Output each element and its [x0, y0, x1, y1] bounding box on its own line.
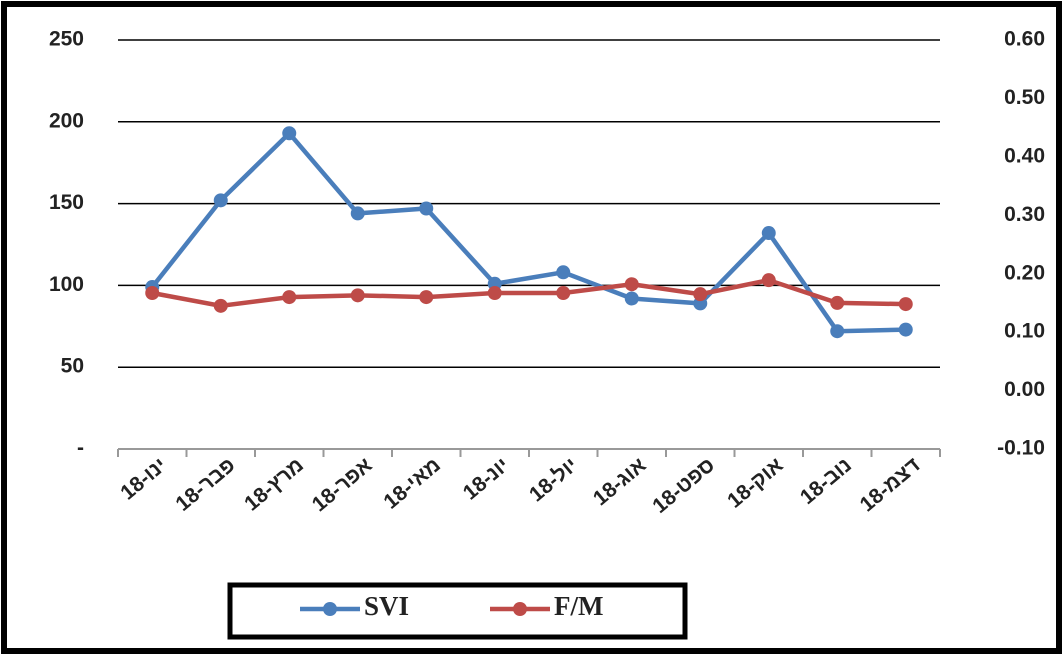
y2-tick-label: -0.10 — [997, 437, 1045, 460]
y-tick-label: 150 — [49, 191, 84, 214]
point — [487, 285, 502, 300]
point — [419, 201, 434, 216]
point — [556, 285, 571, 300]
point — [761, 273, 776, 288]
point — [830, 324, 845, 339]
point — [350, 206, 365, 221]
legend-label: SVI — [364, 591, 409, 621]
point — [898, 322, 913, 337]
legend-label: F/M — [554, 591, 603, 621]
point — [624, 277, 639, 292]
point — [419, 290, 434, 305]
point — [350, 288, 365, 303]
y2-tick-label: 0.30 — [1004, 203, 1045, 226]
y2-tick-label: 0.00 — [1004, 378, 1045, 401]
y2-tick-label: 0.60 — [1004, 28, 1045, 51]
point — [145, 285, 160, 300]
point — [213, 298, 228, 313]
y2-tick-label: 0.10 — [1004, 320, 1045, 343]
point — [624, 291, 639, 306]
point — [898, 297, 913, 312]
point — [693, 287, 708, 302]
legend-marker — [323, 602, 337, 616]
y-tick-label: 250 — [49, 28, 84, 51]
series-line — [150, 129, 906, 334]
point — [556, 265, 571, 280]
legend-marker — [513, 602, 527, 616]
point — [282, 290, 297, 305]
y-tick-label: - — [77, 437, 84, 460]
point — [761, 226, 776, 241]
legend-box — [227, 582, 688, 640]
point — [830, 295, 845, 310]
y-tick-label: 100 — [49, 273, 84, 296]
y2-tick-label: 0.50 — [1004, 86, 1045, 109]
series-line — [151, 277, 906, 309]
point — [213, 193, 228, 208]
point — [282, 126, 297, 141]
y2-tick-label: 0.40 — [1004, 144, 1045, 167]
y2-tick-label: 0.20 — [1004, 261, 1045, 284]
y-tick-label: 50 — [61, 355, 84, 378]
y-tick-label: 200 — [49, 109, 84, 132]
